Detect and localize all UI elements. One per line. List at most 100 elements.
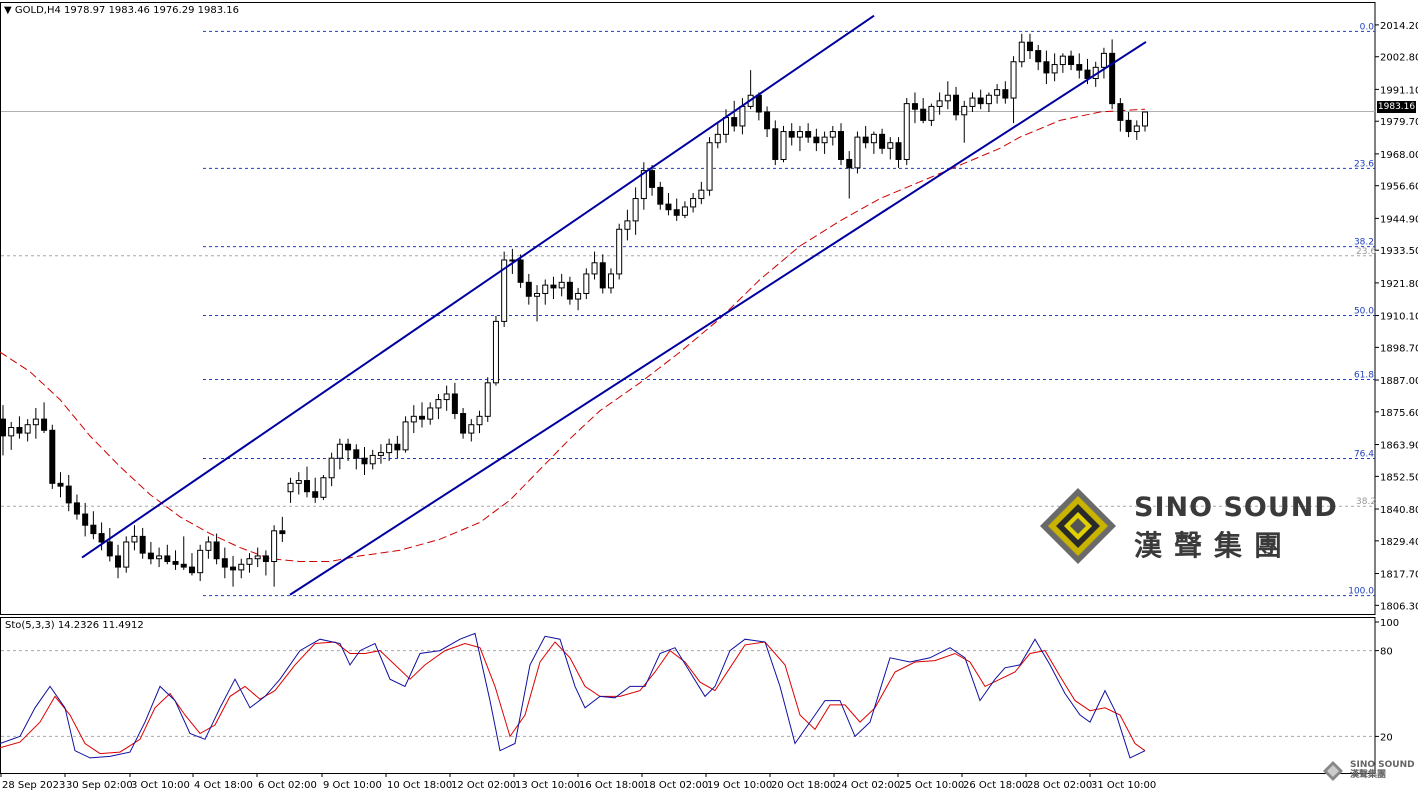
- candle: [410, 405, 417, 434]
- candle: [665, 192, 672, 216]
- candlestick-series: [0, 33, 1148, 587]
- bull-candle-body: [443, 393, 450, 401]
- bear-candle-body: [895, 142, 902, 160]
- candle: [8, 421, 15, 450]
- candle: [640, 162, 647, 210]
- bull-candle-body: [492, 320, 499, 384]
- bear-candle-body: [649, 170, 656, 188]
- symbol-label: GOLD,H4: [14, 5, 61, 16]
- bear-candle-body: [419, 415, 426, 420]
- candle: [780, 125, 787, 163]
- bear-candle-body: [764, 111, 771, 130]
- bear-candle-body: [1043, 61, 1050, 74]
- bear-candle-body: [353, 449, 360, 459]
- candle: [90, 511, 97, 540]
- fib-level-label: 23.6: [1354, 159, 1374, 169]
- candle: [953, 86, 960, 121]
- bear-candle-body: [0, 418, 6, 437]
- candle: [468, 419, 475, 442]
- chart-header: ▼ GOLD,H4 1978.97 1983.46 1976.29 1983.1…: [4, 5, 239, 16]
- candle: [903, 98, 910, 166]
- bear-candle-body: [1117, 103, 1124, 121]
- candle: [180, 536, 187, 570]
- candle: [484, 377, 491, 422]
- bull-candle-body: [476, 415, 483, 426]
- candle: [353, 444, 360, 470]
- candle: [936, 92, 943, 115]
- candle: [985, 92, 992, 113]
- time-tick-label: 10 Oct 18:00: [387, 780, 452, 791]
- candle: [1076, 53, 1083, 79]
- bull-candle-body: [501, 259, 508, 322]
- bull-candle-body: [903, 103, 910, 160]
- bull-candle-body: [246, 558, 253, 565]
- bear-candle-body: [57, 482, 64, 487]
- candle: [575, 287, 582, 311]
- bull-candle-body: [197, 549, 204, 574]
- bear-candle-body: [1109, 52, 1116, 105]
- bull-candle-body: [887, 142, 894, 149]
- bull-candle-body: [1059, 55, 1066, 66]
- candle: [106, 528, 113, 562]
- candle: [156, 547, 163, 568]
- candle: [336, 438, 343, 470]
- candle: [583, 268, 590, 300]
- candle: [65, 474, 72, 512]
- candle: [772, 120, 779, 166]
- bull-candle-body: [1100, 52, 1107, 68]
- candle: [435, 393, 442, 420]
- bear-candle-body: [550, 284, 557, 289]
- candle: [599, 254, 606, 294]
- grey-fib-label: 38.2: [1356, 497, 1376, 507]
- bear-candle-body: [953, 94, 960, 116]
- candle: [98, 522, 105, 551]
- grey-fib-label: 23.6: [1356, 247, 1376, 257]
- price-tick-label: 1991.10: [1380, 85, 1418, 96]
- bull-candle-body: [377, 452, 384, 456]
- candle: [698, 181, 705, 205]
- bull-candle-body: [295, 480, 302, 484]
- bear-candle-body: [599, 262, 606, 289]
- candle: [722, 109, 729, 143]
- candle: [747, 70, 754, 110]
- candle: [443, 385, 450, 411]
- candle: [607, 268, 614, 294]
- dropdown-triangle-icon[interactable]: ▼: [4, 5, 12, 16]
- bull-candle-body: [821, 136, 828, 144]
- candle: [632, 187, 639, 235]
- bear-candle-body: [164, 555, 171, 563]
- candle: [41, 402, 48, 434]
- stochastic-axis: 100 80 20: [1375, 618, 1399, 743]
- bull-candle-body: [468, 424, 475, 434]
- candle: [271, 525, 278, 587]
- candle: [230, 555, 237, 587]
- bear-candle-body: [731, 117, 738, 127]
- bear-candle-body: [98, 533, 105, 543]
- bear-candle-body: [788, 131, 795, 138]
- bear-candle-body: [665, 203, 672, 211]
- bear-candle-body: [772, 128, 779, 160]
- bull-candle-body: [632, 198, 639, 222]
- candle: [164, 544, 171, 565]
- bear-candle-body: [230, 566, 237, 571]
- candle: [870, 131, 877, 154]
- bear-candle-body: [303, 480, 310, 493]
- candle: [295, 472, 302, 495]
- price-tick-label: 1817.70: [1380, 570, 1418, 581]
- candle: [394, 435, 401, 459]
- bull-candle-body: [402, 421, 409, 451]
- bull-candle-body: [969, 97, 976, 107]
- candle: [197, 544, 204, 582]
- candle: [123, 536, 130, 573]
- bull-candle-body: [131, 535, 138, 543]
- candle: [32, 407, 39, 439]
- fib-level-label: 76.4: [1354, 449, 1374, 459]
- candle: [829, 125, 836, 146]
- time-axis: 28 Sep 2023 30 Sep 02:003 Oct 10:00 4 Oct …: [0, 773, 1156, 791]
- time-tick-label: 6 Oct 02:00: [258, 780, 317, 791]
- bull-candle-body: [320, 477, 327, 498]
- fib-level-label: 100.0: [1348, 587, 1374, 597]
- mini-logo-chinese: 漢聲集團: [1350, 770, 1387, 780]
- bull-candle-body: [123, 541, 130, 568]
